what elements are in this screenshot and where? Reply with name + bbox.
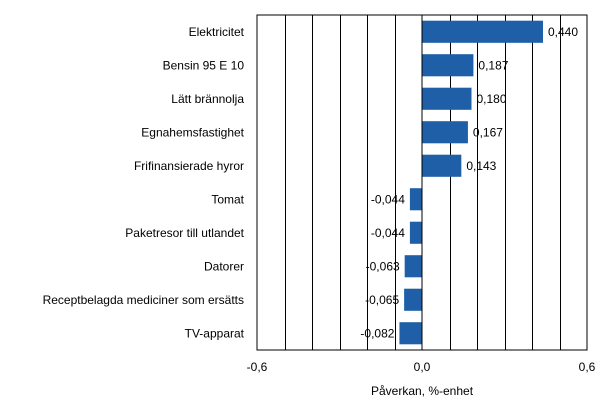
category-label: Frifinansierade hyror: [134, 159, 244, 173]
value-label: 0,167: [473, 125, 503, 139]
bars: [399, 20, 543, 345]
bar: [409, 221, 422, 244]
bar: [422, 154, 462, 177]
bar: [422, 87, 472, 110]
value-label: 0,187: [478, 58, 508, 72]
value-label: -0,044: [371, 192, 405, 206]
category-label: Egnahemsfastighet: [141, 125, 244, 139]
value-label: -0,082: [360, 326, 394, 340]
grid-lines: [285, 15, 561, 350]
bar: [404, 255, 422, 278]
x-tick-label: 0,0: [414, 360, 431, 374]
category-label: Elektricitet: [189, 25, 245, 39]
category-label: Bensin 95 E 10: [163, 58, 245, 72]
value-labels: 0,440 0,187 0,180 0,167 0,143 -0,044 -0,044 -0,…: [360, 25, 578, 341]
bar: [409, 188, 422, 211]
bar: [422, 54, 474, 77]
plot-frame: [256, 14, 588, 351]
category-label: Tomat: [211, 192, 244, 206]
x-tick-label: -0,6: [247, 360, 268, 374]
x-axis-label: Påverkan, %-enhet: [371, 384, 474, 398]
category-label: Receptbelagda mediciner som ersätts: [43, 293, 244, 307]
bar: [404, 288, 422, 311]
bar: [422, 20, 543, 43]
category-labels: Elektricitet Bensin 95 E 10 Lätt brännolja…: [43, 25, 245, 341]
x-tick-label: 0,6: [579, 360, 596, 374]
x-tick-labels: -0,6 0,0 0,6: [247, 360, 596, 374]
category-label: TV-apparat: [185, 326, 245, 340]
bar: [422, 121, 468, 144]
category-label: Lätt brännolja: [171, 92, 244, 106]
category-label: Datorer: [204, 259, 244, 273]
value-label: 0,143: [466, 159, 496, 173]
value-label: -0,065: [365, 293, 399, 307]
bar: [399, 322, 422, 345]
value-label: -0,063: [366, 259, 400, 273]
category-label: Paketresor till utlandet: [125, 226, 244, 240]
value-label: -0,044: [371, 226, 405, 240]
value-label: 0,440: [548, 25, 578, 39]
value-label: 0,180: [477, 92, 507, 106]
